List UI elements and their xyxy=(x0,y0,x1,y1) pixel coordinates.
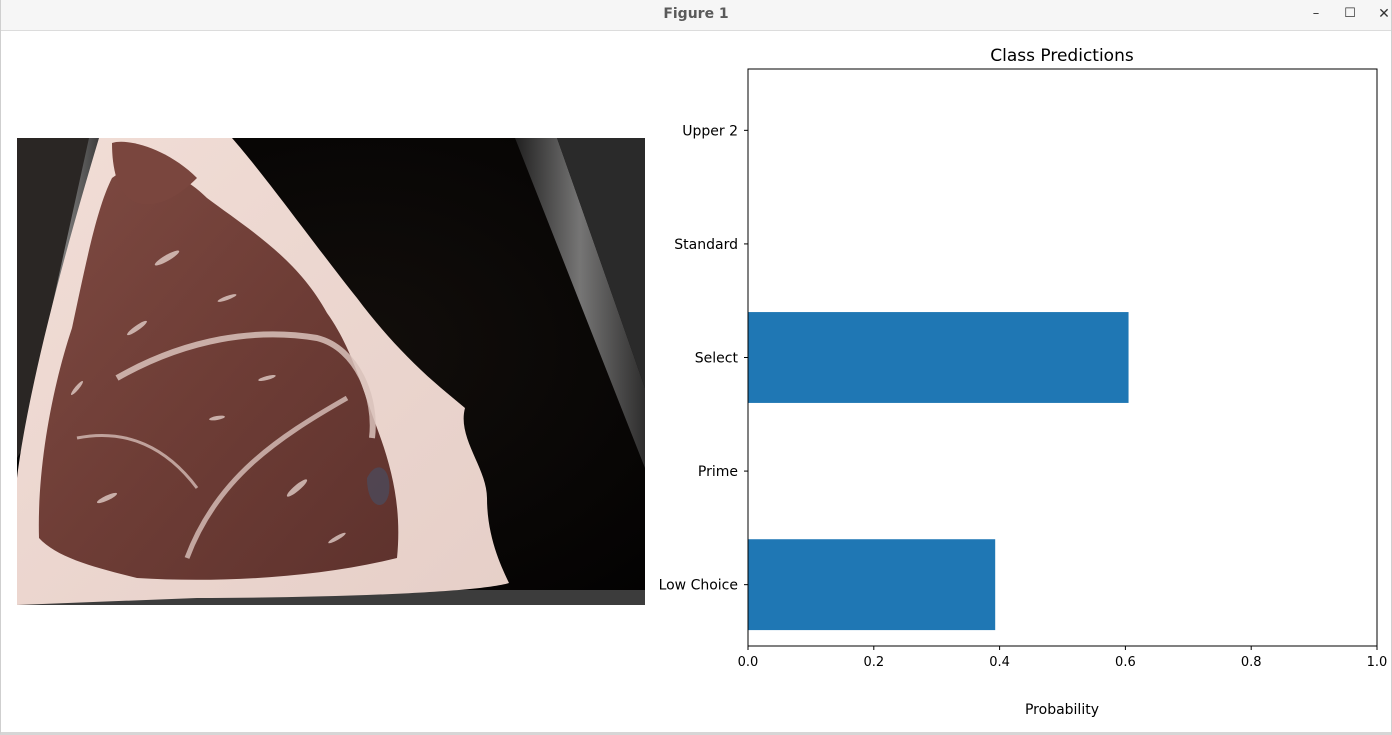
y-tick-label: Prime xyxy=(698,464,738,480)
y-tick-label: Low Choice xyxy=(659,578,738,594)
chart-title: Class Predictions xyxy=(990,46,1134,66)
minimize-icon[interactable]: – xyxy=(1312,6,1320,21)
close-icon[interactable]: ✕ xyxy=(1378,6,1390,22)
x-tick-label: 0.8 xyxy=(1241,655,1262,670)
y-tick-label: Upper 2 xyxy=(682,123,738,139)
y-tick-label: Standard xyxy=(674,237,738,253)
meat-cut-photo xyxy=(17,138,645,605)
window-title: Figure 1 xyxy=(663,6,729,22)
maximize-icon[interactable]: ☐ xyxy=(1344,6,1356,21)
x-tick-label: 0.6 xyxy=(1115,655,1136,670)
x-tick-label: 0.4 xyxy=(989,655,1010,670)
y-axis: Low Choice Prime Select Standard Upper 2 xyxy=(659,123,748,594)
x-tick-label: 0.0 xyxy=(738,655,759,670)
x-tick-label: 1.0 xyxy=(1367,655,1388,670)
bar-group xyxy=(748,312,1129,631)
x-axis: 0.0 0.2 0.4 0.6 0.8 1.0 xyxy=(738,646,1388,670)
meat-photo-drawing xyxy=(17,138,645,605)
bar-select xyxy=(748,312,1129,403)
x-tick-label: 0.2 xyxy=(863,655,884,670)
x-axis-label: Probability xyxy=(1025,702,1099,718)
y-tick-label: Select xyxy=(695,351,739,367)
class-predictions-chart: Class Predictions Low Choice Prime Select S… xyxy=(659,46,1388,718)
title-bar[interactable]: Figure 1 – ☐ ✕ xyxy=(1,0,1391,31)
bar-low-choice xyxy=(748,539,996,631)
